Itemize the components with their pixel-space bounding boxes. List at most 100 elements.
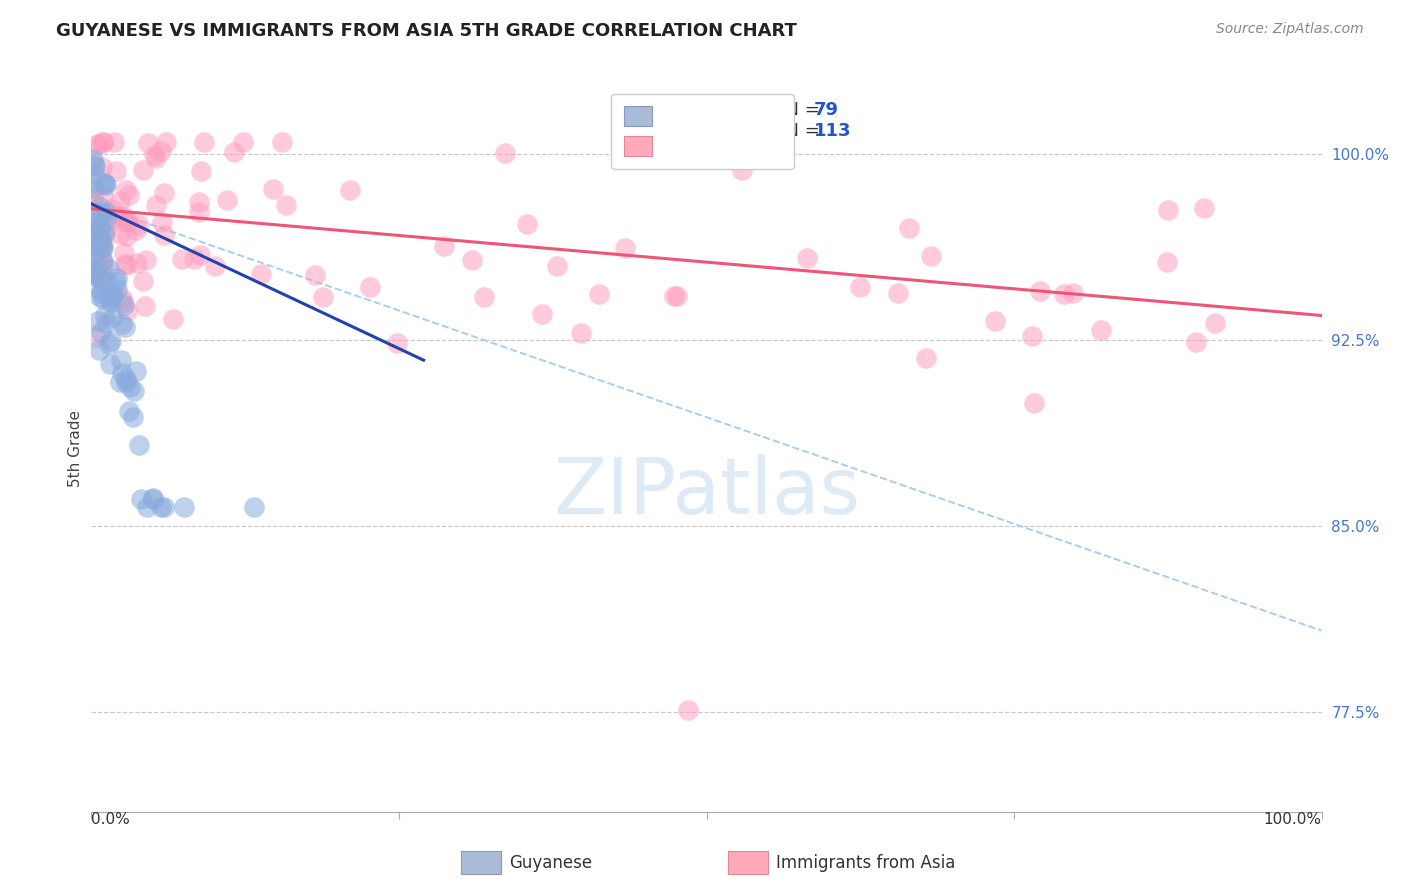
- Point: [82, 190, 104, 204]
- Text: -0.322: -0.322: [704, 101, 769, 119]
- Point: [107, 212, 129, 227]
- Text: 113: 113: [814, 122, 851, 140]
- Point: [183, 252, 205, 267]
- Point: [87, 233, 110, 247]
- Text: GUYANESE VS IMMIGRANTS FROM ASIA 5TH GRADE CORRELATION CHART: GUYANESE VS IMMIGRANTS FROM ASIA 5TH GRA…: [56, 22, 797, 40]
- Point: [204, 259, 226, 273]
- Point: [128, 218, 150, 232]
- Point: [86, 239, 108, 253]
- Text: Guyanese: Guyanese: [509, 854, 592, 871]
- Point: [91, 160, 114, 174]
- Point: [173, 500, 195, 514]
- Point: [91, 241, 114, 255]
- Point: [94, 212, 117, 227]
- Point: [84, 205, 107, 219]
- Point: [84, 226, 107, 240]
- Point: [1052, 287, 1074, 301]
- Point: [82, 262, 104, 277]
- Point: [108, 375, 131, 389]
- Point: [1029, 284, 1052, 298]
- Point: [100, 290, 122, 304]
- Point: [110, 352, 132, 367]
- Point: [96, 204, 118, 219]
- Point: [1024, 396, 1046, 410]
- Point: [83, 220, 105, 235]
- Point: [115, 372, 138, 386]
- Point: [97, 336, 120, 351]
- Point: [90, 247, 112, 261]
- Point: [114, 257, 136, 271]
- Point: [82, 263, 104, 277]
- Point: [84, 168, 107, 182]
- Point: [1156, 202, 1178, 217]
- Point: [107, 209, 129, 223]
- Point: [84, 266, 107, 280]
- Text: 0.0%: 0.0%: [91, 812, 131, 827]
- Point: [108, 194, 131, 208]
- Point: [136, 136, 159, 150]
- Point: [613, 241, 636, 255]
- Point: [94, 178, 117, 193]
- Point: [662, 288, 685, 302]
- Point: [105, 164, 128, 178]
- Point: [90, 206, 112, 220]
- Point: [145, 151, 167, 165]
- Point: [101, 202, 124, 216]
- Point: [150, 215, 173, 229]
- Point: [153, 500, 176, 514]
- Point: [588, 286, 610, 301]
- Point: [271, 135, 294, 149]
- Point: [91, 135, 114, 149]
- Point: [84, 330, 107, 344]
- Text: -0.220: -0.220: [704, 122, 769, 140]
- Point: [100, 292, 122, 306]
- Y-axis label: 5th Grade: 5th Grade: [67, 409, 83, 487]
- Point: [105, 282, 128, 296]
- Point: [188, 248, 211, 262]
- Point: [232, 135, 254, 149]
- Point: [122, 409, 145, 424]
- Point: [111, 366, 134, 380]
- Point: [86, 137, 108, 152]
- Point: [150, 145, 173, 159]
- Point: [152, 228, 174, 243]
- Point: [142, 491, 165, 506]
- Point: [312, 290, 335, 304]
- Point: [142, 492, 165, 507]
- Point: [83, 159, 105, 173]
- Point: [339, 183, 361, 197]
- Point: [103, 310, 125, 324]
- Point: [87, 137, 110, 152]
- Point: [83, 236, 105, 251]
- Point: [516, 217, 538, 231]
- Point: [90, 284, 112, 298]
- Point: [91, 254, 114, 268]
- Point: [82, 246, 104, 260]
- Point: [82, 175, 104, 189]
- Point: [91, 135, 114, 149]
- Point: [82, 193, 104, 207]
- Point: [1062, 286, 1084, 301]
- Point: [1021, 329, 1043, 343]
- Text: N =: N =: [775, 101, 825, 119]
- Point: [91, 252, 114, 267]
- Point: [105, 271, 128, 285]
- Point: [105, 276, 128, 290]
- Point: [187, 204, 209, 219]
- Point: [114, 376, 136, 390]
- Point: [108, 227, 131, 242]
- Point: [84, 214, 107, 228]
- Point: [112, 294, 135, 309]
- Point: [193, 135, 215, 149]
- Point: [359, 279, 381, 293]
- Point: [103, 288, 125, 302]
- Point: [111, 291, 134, 305]
- Point: [125, 223, 148, 237]
- Point: [118, 188, 141, 202]
- Point: [84, 247, 107, 261]
- Point: [1204, 316, 1226, 330]
- Point: [89, 325, 111, 339]
- Point: [460, 253, 482, 268]
- Point: [91, 260, 114, 274]
- Point: [262, 182, 284, 196]
